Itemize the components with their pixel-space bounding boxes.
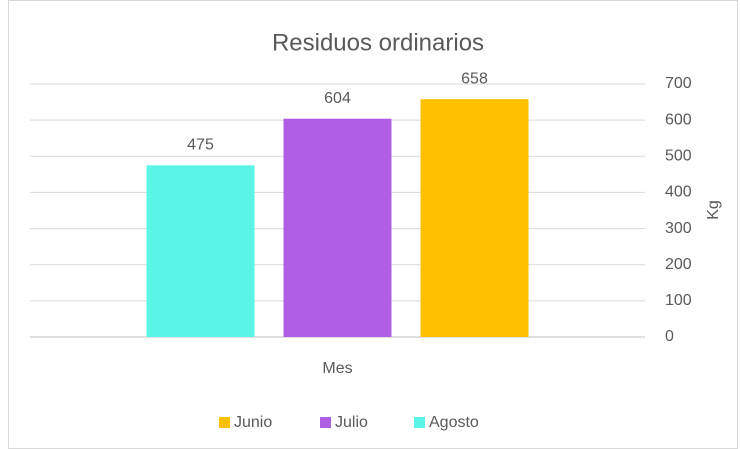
x-tick-label: Mes: [322, 360, 352, 377]
y-tick-label: 100: [665, 292, 692, 309]
data-label: 475: [187, 137, 214, 154]
legend-swatch: [320, 417, 331, 428]
y-tick-label: 200: [665, 256, 692, 273]
legend-swatch: [414, 417, 425, 428]
y-tick-label: 0: [665, 328, 674, 345]
y-tick-label: 300: [665, 220, 692, 237]
bar: [283, 118, 392, 337]
y-tick-label: 400: [665, 184, 692, 201]
y-axis-label: Kg: [705, 200, 722, 220]
bar: [146, 165, 255, 337]
data-label: 604: [324, 90, 351, 107]
legend-label: Junio: [234, 414, 272, 431]
y-tick-label: 700: [665, 75, 692, 92]
legend-label: Agosto: [429, 414, 479, 431]
data-label: 658: [461, 70, 488, 87]
legend-label: Julio: [335, 414, 368, 431]
y-tick-label: 600: [665, 111, 692, 128]
y-tick-label: 500: [665, 148, 692, 165]
legend-swatch: [219, 417, 230, 428]
bar: [420, 99, 529, 338]
chart-title: Residuos ordinarios: [272, 29, 484, 56]
